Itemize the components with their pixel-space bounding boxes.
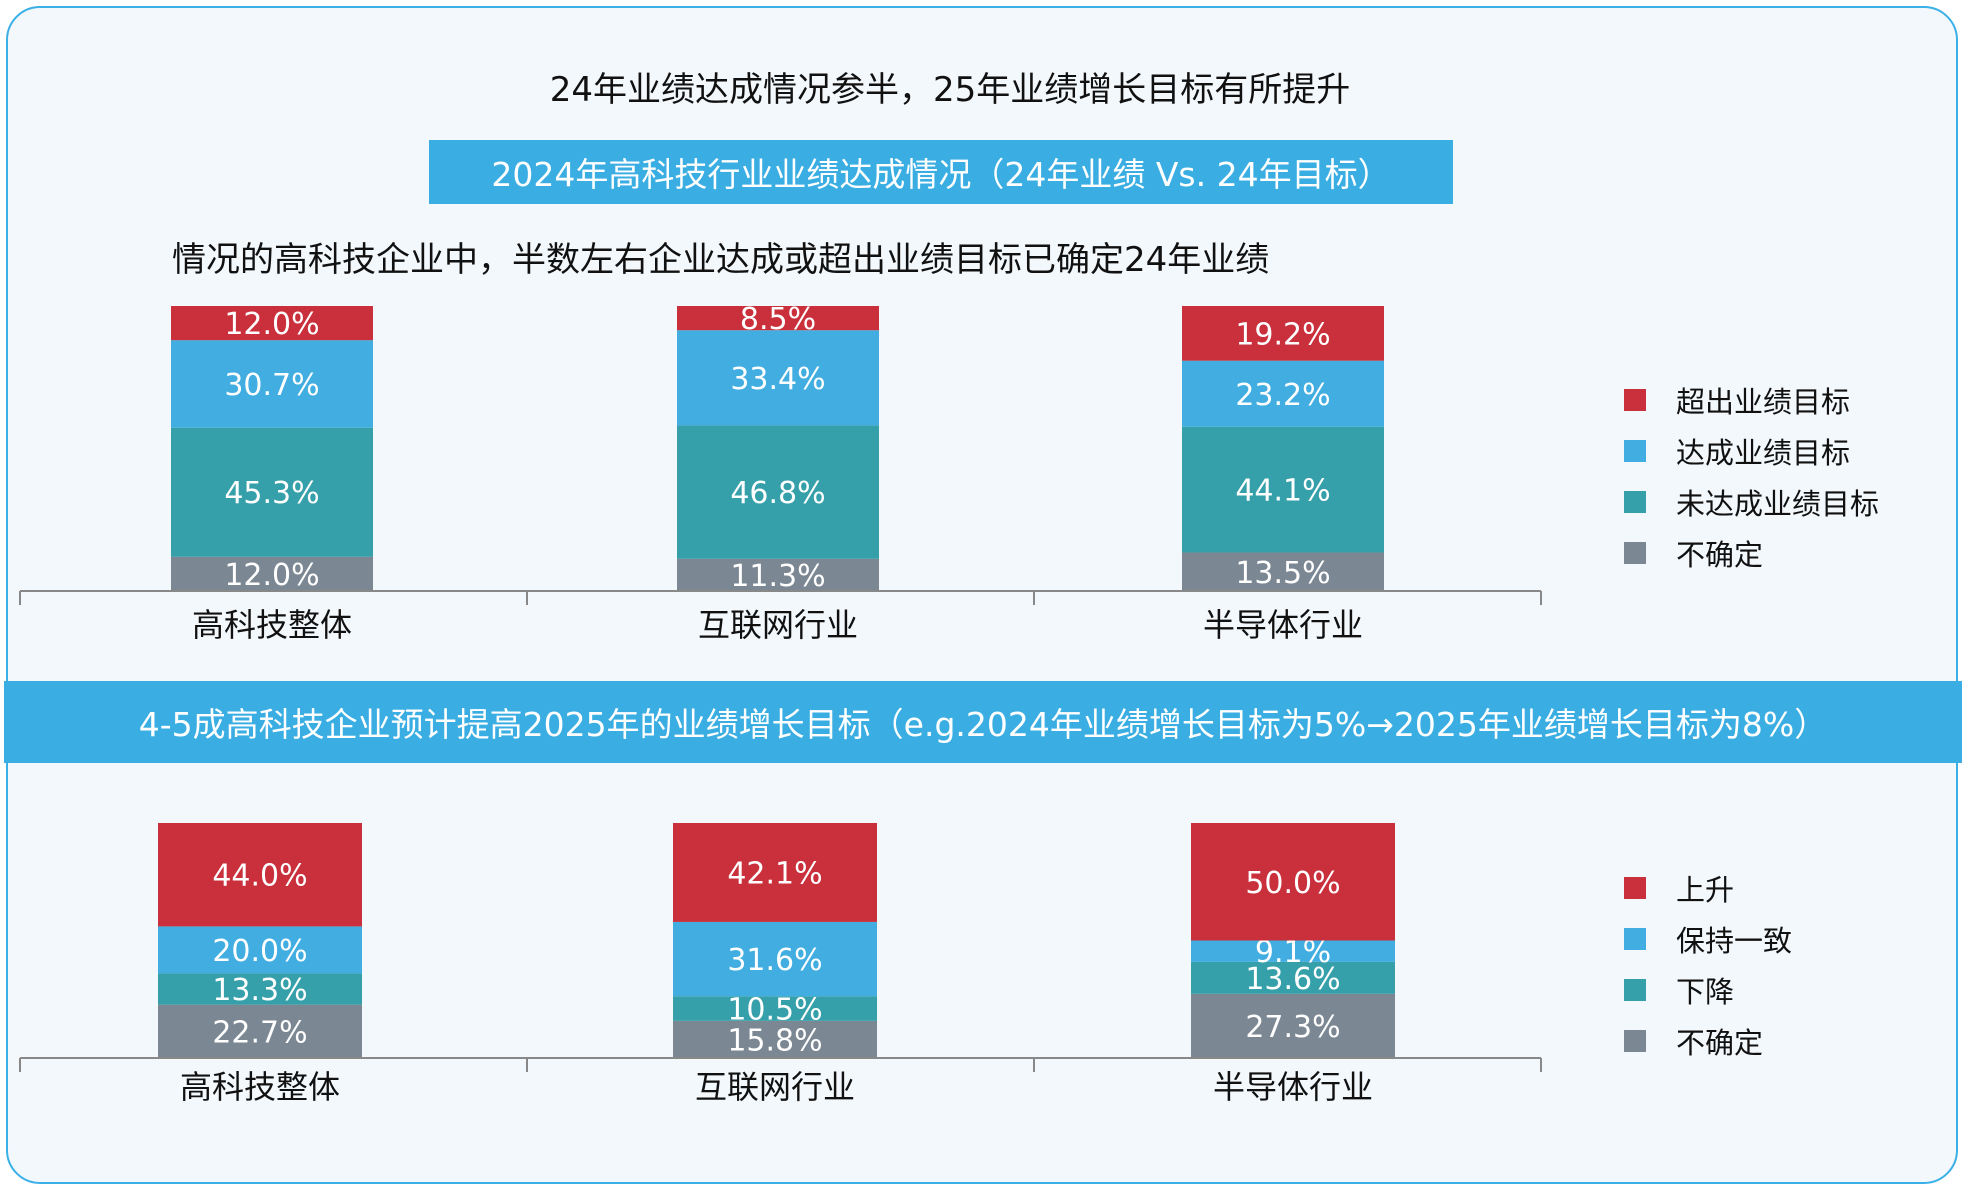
legend-label: 下降 [1676,975,1735,1009]
bar-segment [1182,552,1384,591]
bar-segment [673,996,877,1021]
bar-segment [673,921,877,997]
data-label: 33.4% [730,362,825,397]
data-label: 46.8% [730,476,825,511]
legend-label: 未达成业绩目标 [1676,487,1880,521]
legend-swatch [1624,542,1646,564]
data-label: 44.1% [1235,474,1330,509]
category-label: 高科技整体 [180,1068,340,1106]
bar-segment [158,823,362,927]
data-label: 10.5% [727,993,822,1028]
legend-item: 保持一致 [1624,919,1792,959]
category-label: 互联网行业 [698,606,858,644]
bar-segment [1191,961,1395,994]
data-label: 8.5% [740,302,816,337]
data-label: 27.3% [1245,1010,1340,1045]
category-label: 互联网行业 [695,1068,855,1106]
bar-segment [1182,360,1384,427]
data-label: 9.1% [1255,935,1331,970]
bar-segment [171,340,373,428]
legend-swatch [1624,389,1646,411]
data-label: 30.7% [224,368,319,403]
data-label: 13.5% [1235,556,1330,591]
legend-label: 达成业绩目标 [1676,436,1851,470]
legend-swatch [1624,491,1646,513]
data-label: 50.0% [1245,866,1340,901]
data-label: 22.7% [212,1015,307,1050]
chart-2: 22.7% 13.3% 20.0% 44.0% 高科技整体 15.8%10.5% 31.6%… [19,823,1542,1106]
chart-1: 12.0% 45.3% 30.7% 12.0% 高科技整体 11.3% 46.8% 33.4%… [19,302,1542,644]
subheading: 情况的高科技企业中，半数左右企业达成或超出业绩目标已确定24年业绩 [172,240,1270,280]
category-label: 高科技整体 [192,606,352,644]
bar-segment [158,973,362,1005]
category-label: 半导体行业 [1213,1068,1373,1106]
bar-segment [171,306,373,341]
bar-segment [158,926,362,974]
data-label: 45.3% [224,476,319,511]
data-label: 23.2% [1235,378,1330,413]
data-label: 44.0% [212,859,307,894]
legend-item: 未达成业绩目标 [1624,482,1879,522]
category-label: 半导体行业 [1203,606,1363,644]
bar-segment [171,556,373,591]
bar-segment [1182,426,1384,553]
legend-label: 保持一致 [1676,924,1793,958]
data-label: 19.2% [1235,317,1330,352]
data-label: 20.0% [212,934,307,969]
data-label: 12.0% [224,307,319,342]
data-label: 31.6% [727,943,822,978]
legend-swatch [1624,928,1646,950]
legend-swatch [1624,877,1646,899]
legend-item: 上升 [1624,868,1734,908]
data-label: 42.1% [727,856,822,891]
bar-segment [1182,306,1384,361]
bar-segment [1191,993,1395,1058]
bar-segment [677,558,879,591]
data-label: 13.3% [212,973,307,1008]
legend-item: 不确定 [1624,1021,1763,1061]
data-label: 11.3% [730,559,825,594]
legend-item: 不确定 [1624,533,1763,573]
legend-item: 下降 [1624,970,1734,1010]
legend-item: 超出业绩目标 [1624,380,1850,420]
data-label: 15.8% [727,1023,822,1058]
data-label: 13.6% [1245,962,1340,997]
legend-swatch [1624,440,1646,462]
banner-2025-target: 4-5成高科技企业预计提高2025年的业绩增长目标（e.g.2024年业绩增长目… [4,681,1962,763]
legend-swatch [1624,979,1646,1001]
legend-swatch [1624,1030,1646,1052]
bar-segment [677,425,879,559]
headline: 24年业绩达成情况参半，25年业绩增长目标有所提升 [549,70,1351,110]
legend-label: 不确定 [1676,1026,1764,1060]
legend-label: 不确定 [1676,538,1764,572]
bar-segment [677,330,879,426]
bar-segment [677,306,879,331]
data-label: 12.0% [224,558,319,593]
legend-label: 超出业绩目标 [1676,385,1851,419]
bar-segment [673,823,877,922]
bar-segment [158,1004,362,1058]
legend-item: 达成业绩目标 [1624,431,1850,471]
legend-label: 上升 [1676,873,1735,907]
banner-2024-achievement: 2024年高科技行业业绩达成情况（24年业绩 Vs. 24年目标） [429,140,1453,204]
bar-segment [1191,823,1395,941]
bar-segment [171,427,373,557]
bar-segment [673,1020,877,1058]
bar-segment [1191,940,1395,962]
